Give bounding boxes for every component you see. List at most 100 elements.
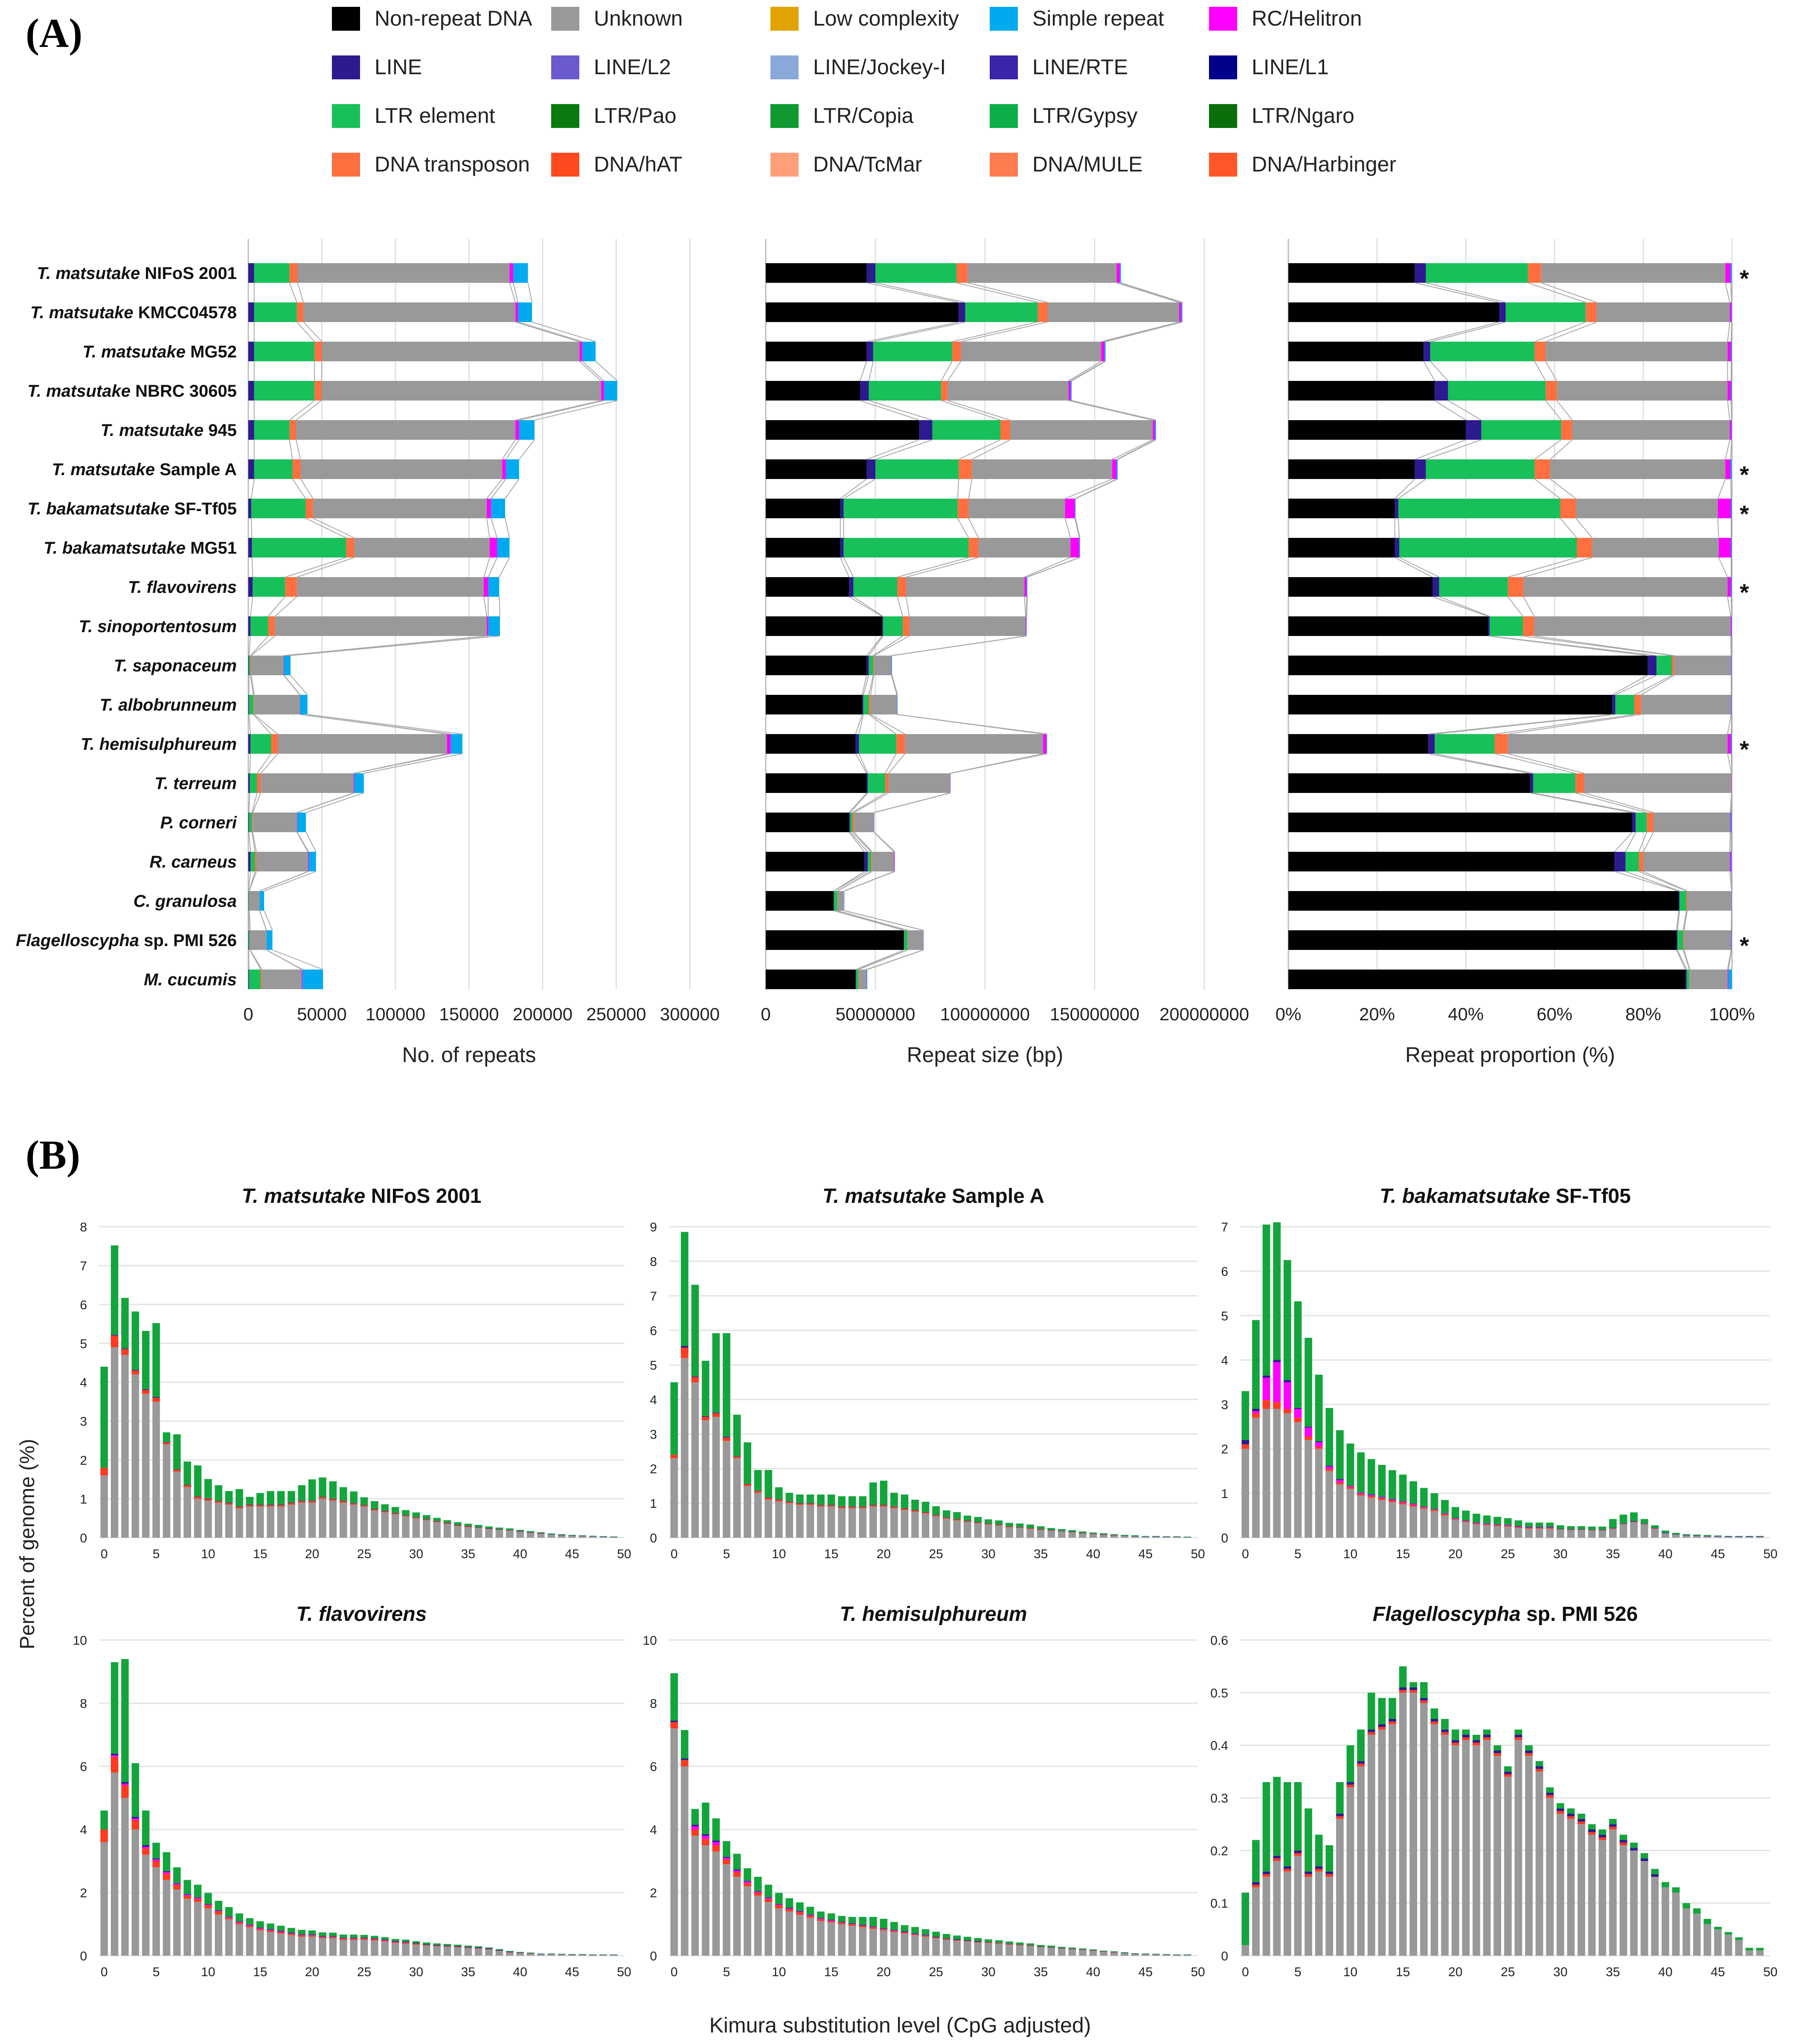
bar-segment [866, 342, 873, 361]
bar-segment-green [1483, 1729, 1491, 1735]
x-tick-label: 20 [305, 1547, 319, 1561]
bar-segment [254, 459, 293, 479]
connector-line [1070, 361, 1105, 381]
bar-segment-gray [173, 1472, 181, 1538]
chart-title-rest: sp. PMI 526 [1521, 1603, 1638, 1626]
connector-line [873, 636, 903, 656]
bar-segment [254, 263, 290, 283]
bar-segment-gray [1252, 1417, 1260, 1538]
bar-segment [1641, 695, 1731, 714]
bar-segment-gray [1173, 1537, 1181, 1538]
bar-segment-gray [1183, 1955, 1191, 1956]
legend-label: LINE/Jockey-I [813, 55, 946, 79]
x-tick-label: 50 [1763, 1965, 1777, 1979]
bar-segment-gray [1131, 1536, 1139, 1538]
x-tick-label: 200000000 [1159, 1004, 1249, 1024]
bar-segment [766, 577, 849, 597]
connector-line [1730, 439, 1732, 460]
connector-line [256, 753, 272, 774]
x-tick-label: 25 [929, 1547, 943, 1561]
bar-segment [1612, 695, 1616, 714]
bar-segment-gray [277, 1934, 285, 1956]
chart-title-italic: T. flavovirens [296, 1603, 427, 1626]
bar-segment-red [1588, 1832, 1596, 1835]
bar-segment-blue [1252, 1408, 1260, 1411]
y-tick-label: 8 [650, 1697, 657, 1711]
bar-segment [249, 813, 252, 832]
bar-segment-blue [485, 1948, 493, 1949]
bar-segment-green [110, 1662, 119, 1754]
bar-segment-blue [1451, 1740, 1459, 1743]
bar-segment-red [391, 1513, 399, 1515]
connector-line [875, 282, 965, 303]
bar-segment-gray [1683, 1535, 1690, 1538]
connector-line [860, 400, 920, 421]
connector-line [897, 714, 1047, 735]
bar-segment-blue [163, 1442, 171, 1443]
bar-segment-red [142, 1390, 150, 1394]
bar-segment-blue [1110, 1535, 1118, 1536]
y-tick-label: 2 [80, 1454, 87, 1468]
x-tick-label: 15 [1396, 1547, 1410, 1561]
bar-segment-green [277, 1491, 285, 1505]
bar-segment [1718, 538, 1731, 557]
bar-segment-green [340, 1487, 347, 1501]
bar-segment [1415, 459, 1426, 479]
bar-segment-magenta [1294, 1408, 1302, 1418]
bar-segment [866, 970, 867, 989]
bar-segment-red [100, 1829, 108, 1842]
bar-segment-gray [723, 1441, 730, 1538]
bar-segment [1415, 263, 1426, 283]
bar-segment-green [1525, 1745, 1533, 1751]
bar-segment-green [901, 1494, 909, 1509]
bar-segment-gray [1672, 1534, 1680, 1538]
bar-segment-blue [1273, 1855, 1281, 1858]
bar-segment-green [796, 1902, 804, 1911]
connector-line [849, 793, 867, 813]
bar-segment-red [173, 1884, 181, 1890]
bar-segment-gray [1152, 1954, 1160, 1956]
bar-segment-gray [1640, 1524, 1648, 1538]
connector-line [1730, 400, 1732, 421]
bar-segment [875, 459, 959, 479]
bar-segment-red [1058, 1948, 1066, 1949]
bar-segment-gray [578, 1954, 587, 1956]
bar-segment-red [785, 1501, 793, 1503]
bar-segment-green [329, 1481, 337, 1499]
bar-segment-blue [1399, 1687, 1407, 1690]
bar-segment-gray [1241, 1449, 1250, 1538]
bar-segment-red [381, 1940, 389, 1942]
connector-line [1432, 596, 1488, 617]
bar-segment-green [1037, 1945, 1045, 1947]
legend-swatch [332, 7, 360, 31]
connector-line [297, 793, 355, 813]
bar-segment [1634, 695, 1641, 714]
bar-segment-blue [1683, 1535, 1690, 1536]
bar-segment-gray [1483, 1525, 1491, 1538]
bar-segment [1685, 970, 1687, 989]
connector-line [1071, 400, 1157, 421]
bar-segment-red [985, 1524, 992, 1525]
bar-segment-magenta [796, 1911, 804, 1912]
connector-line [852, 793, 886, 813]
bar-segment-gray [963, 1941, 971, 1956]
bar-segment-gray [1441, 1515, 1449, 1538]
x-tick-label: 0 [1242, 1965, 1249, 1979]
bar-segment-magenta [806, 1915, 814, 1916]
bar-segment [1508, 734, 1728, 754]
bar-segment-gray [1367, 1735, 1375, 1956]
bar-segment-gray [288, 1935, 295, 1956]
bar-segment-red [308, 1501, 316, 1503]
bar-segment [488, 577, 500, 597]
bar-segment [1636, 813, 1647, 832]
connector-line [1430, 361, 1449, 381]
bar-segment-blue [547, 1534, 555, 1535]
x-tick-label: 20 [877, 1965, 891, 1979]
bar-segment [1288, 616, 1488, 636]
bar-segment-gray [433, 1522, 441, 1538]
bar-segment-blue [1262, 1375, 1270, 1378]
legend-swatch [770, 104, 799, 128]
bar-segment-red [680, 1760, 689, 1766]
bar-segment-green [526, 1531, 535, 1533]
bar-segment-red [985, 1942, 992, 1943]
